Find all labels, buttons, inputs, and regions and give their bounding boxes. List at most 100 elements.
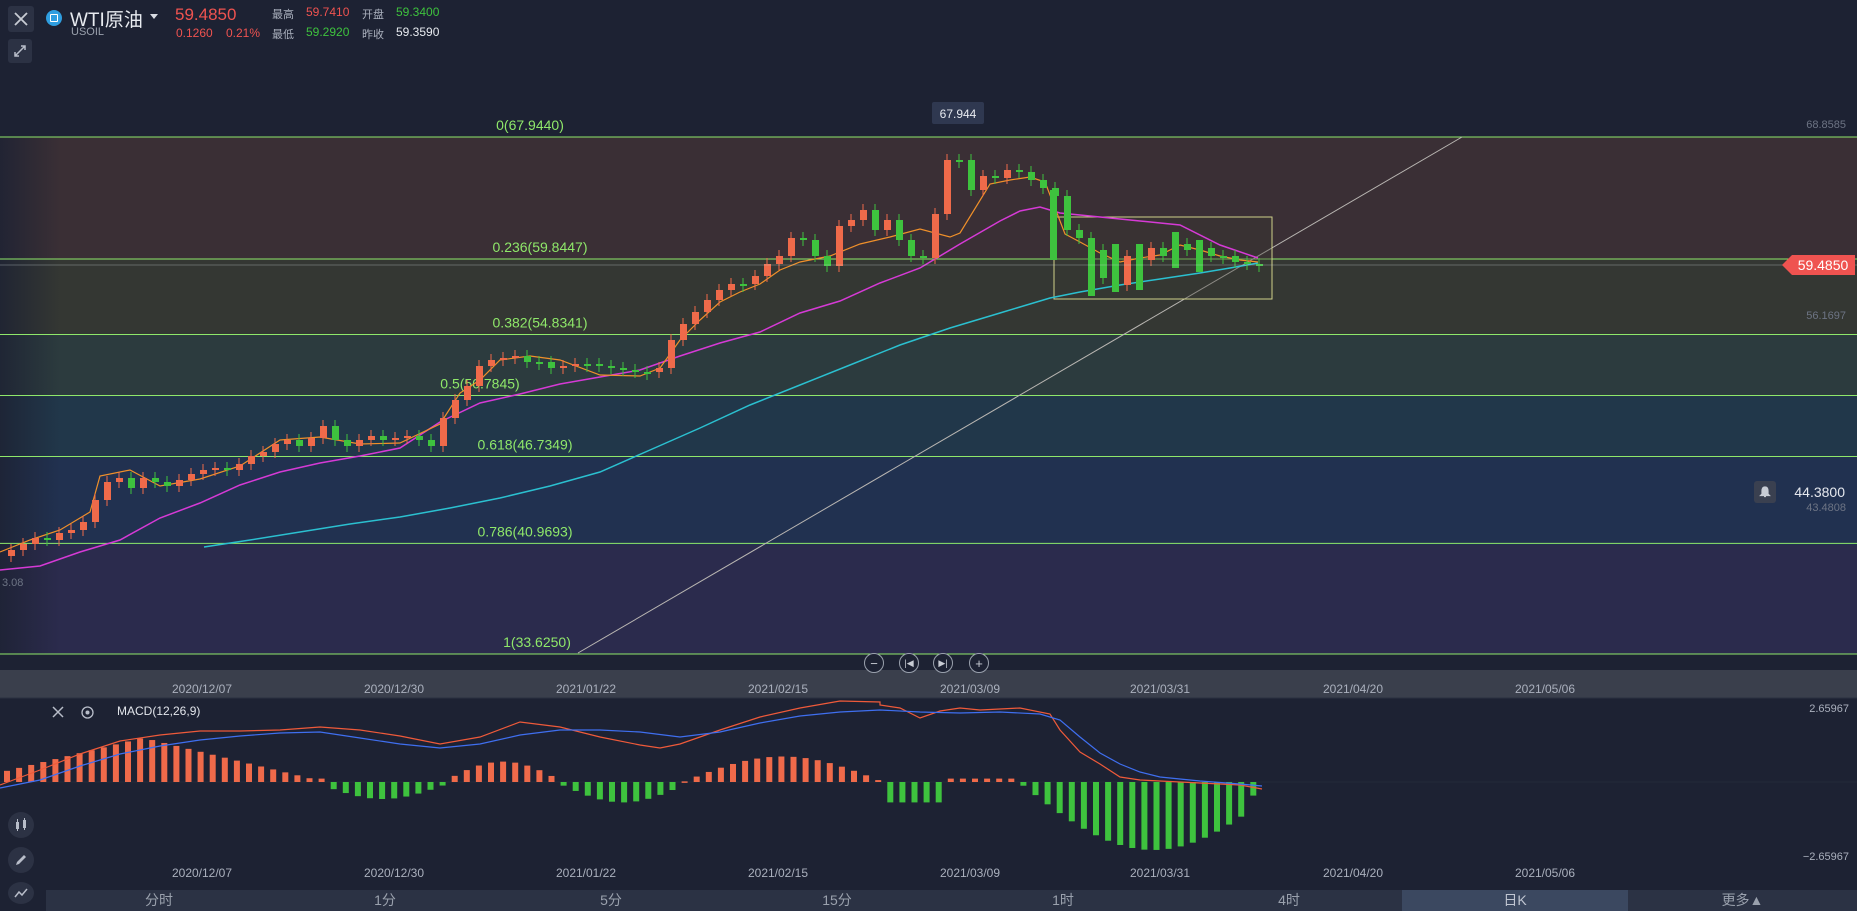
draw-pen-button[interactable]	[8, 847, 34, 873]
candle-body	[1016, 170, 1023, 172]
macd-bar	[1189, 782, 1196, 843]
zoom-out-button[interactable]: −	[864, 653, 884, 673]
x-axis-labels: 2020/12/07 2020/12/30 2021/01/22 2021/02/15…	[172, 682, 1575, 696]
candle-body	[296, 440, 303, 446]
macd-bar	[125, 741, 131, 782]
candle-body	[632, 370, 639, 372]
line-tool-icon	[14, 888, 28, 898]
candle-body	[332, 426, 339, 440]
timeframe-tab-1[interactable]: 1分	[374, 892, 396, 908]
candle-body	[308, 438, 315, 446]
candle-body	[380, 436, 387, 440]
candle-body	[428, 440, 435, 446]
low-value: 59.2920	[306, 25, 350, 39]
macd-x-label-6: 2021/04/20	[1323, 866, 1383, 880]
indicator-button[interactable]	[8, 812, 34, 838]
macd-bar	[4, 770, 10, 782]
trend-line	[577, 136, 1463, 654]
rewind-button[interactable]: |◀	[899, 653, 919, 673]
macd-label: MACD(12,26,9)	[117, 704, 201, 718]
macd-bar	[911, 782, 918, 803]
fib-label-2: 0.382(54.8341)	[493, 314, 588, 330]
peak-label: 67.944	[940, 107, 977, 121]
bell-icon	[1759, 486, 1771, 498]
close-button[interactable]	[8, 6, 34, 32]
timeframe-tab-2[interactable]: 5分	[600, 892, 622, 908]
candle-body	[392, 438, 399, 440]
open-label: 开盘	[362, 9, 384, 21]
macd-bar	[536, 770, 543, 782]
macd-settings-button[interactable]	[80, 705, 95, 720]
macd-bar	[887, 782, 894, 803]
timeframe-tab-5[interactable]: 4时	[1278, 892, 1300, 908]
candle-body	[728, 284, 735, 290]
last-price: 59.4850	[175, 5, 237, 24]
macd-x-axis-labels: 2020/12/07 2020/12/30 2021/01/22 2021/02/15…	[172, 866, 1575, 880]
x-label-3: 2021/02/15	[748, 682, 808, 696]
expand-button[interactable]	[8, 39, 32, 63]
candle-body	[260, 452, 267, 456]
macd-x-label-0: 2020/12/07	[172, 866, 232, 880]
macd-axis-bottom: −2.65967	[1803, 851, 1849, 863]
change-value: 0.1260	[176, 26, 213, 40]
macd-bar	[112, 744, 119, 782]
fib-zone-0	[0, 137, 1857, 259]
forward-button[interactable]: ▶|	[933, 653, 953, 673]
candle-body	[980, 176, 987, 190]
macd-bar	[76, 753, 83, 782]
macd-bar	[1165, 782, 1172, 849]
close-icon	[14, 12, 28, 26]
macd-bar	[826, 763, 833, 782]
candle-body	[272, 444, 279, 452]
macd-bar	[403, 782, 410, 797]
x-label-7: 2021/05/06	[1515, 682, 1575, 696]
timeframe-tab-3[interactable]: 15分	[822, 892, 852, 908]
prev-close-value: 59.3590	[396, 25, 440, 39]
alert-price: 44.3800	[1794, 484, 1845, 500]
high-label: 最高	[272, 9, 294, 21]
macd-close-button[interactable]	[51, 705, 65, 719]
macd-x-label-7: 2021/05/06	[1515, 866, 1575, 880]
x-label-5: 2021/03/31	[1130, 682, 1190, 696]
macd-bar	[1201, 782, 1208, 838]
candle-body	[740, 284, 747, 286]
macd-bar	[197, 751, 204, 782]
timeframe-tab-6[interactable]: 日K	[1402, 890, 1628, 911]
settings-icon	[81, 706, 94, 719]
timeframe-tab-4[interactable]: 1时	[1052, 892, 1074, 908]
macd-bar	[209, 754, 216, 782]
zoom-in-button[interactable]: +	[969, 653, 989, 673]
macd-bar	[1008, 778, 1015, 782]
open-value: 59.3400	[396, 5, 440, 19]
high-value: 59.7410	[306, 5, 350, 19]
macd-bar	[947, 778, 954, 782]
macd-bar	[851, 770, 857, 782]
macd-bar	[1238, 782, 1245, 817]
candle-body	[404, 436, 411, 438]
timeframe-tab-7[interactable]: 更多▲	[1721, 892, 1764, 908]
macd-bar	[88, 750, 95, 782]
macd-bar	[415, 782, 422, 794]
symbol-logo-icon	[46, 10, 62, 26]
candle-body	[236, 464, 243, 470]
candle-body	[776, 256, 783, 264]
dropdown-icon[interactable]	[150, 14, 158, 19]
macd-bar	[802, 758, 809, 782]
rewind-icon: |◀	[904, 658, 914, 668]
macd-bar	[500, 761, 507, 782]
macd-bar	[1214, 782, 1220, 832]
macd-bar	[984, 778, 991, 782]
macd-bar	[1020, 782, 1027, 786]
candle-body	[704, 300, 711, 312]
candle-body	[500, 358, 507, 360]
alert-bell-button[interactable]	[1754, 481, 1776, 503]
symbol-name[interactable]: WTI原油	[70, 10, 143, 31]
line-tool-button[interactable]	[8, 882, 34, 904]
macd-bar	[1093, 782, 1099, 836]
timeframe-tab-0[interactable]: 分时	[145, 892, 173, 908]
candle-body	[668, 340, 675, 368]
macd-bar	[560, 782, 567, 786]
candle-body	[68, 530, 75, 533]
fib-zone-4	[0, 457, 1857, 545]
